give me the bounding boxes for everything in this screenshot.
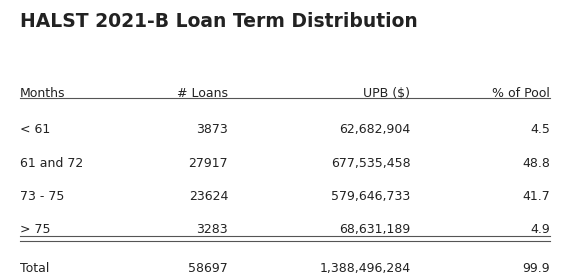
Text: 58697: 58697 [188, 262, 228, 275]
Text: UPB ($): UPB ($) [364, 87, 410, 100]
Text: 4.9: 4.9 [530, 223, 550, 236]
Text: 68,631,189: 68,631,189 [339, 223, 410, 236]
Text: 3873: 3873 [196, 123, 228, 136]
Text: 99.9: 99.9 [523, 262, 550, 275]
Text: 41.7: 41.7 [522, 190, 550, 203]
Text: 1,388,496,284: 1,388,496,284 [319, 262, 410, 275]
Text: 27917: 27917 [188, 157, 228, 170]
Text: HALST 2021-B Loan Term Distribution: HALST 2021-B Loan Term Distribution [20, 12, 418, 32]
Text: 579,646,733: 579,646,733 [331, 190, 410, 203]
Text: 73 - 75: 73 - 75 [20, 190, 64, 203]
Text: 23624: 23624 [189, 190, 228, 203]
Text: 677,535,458: 677,535,458 [331, 157, 410, 170]
Text: 62,682,904: 62,682,904 [339, 123, 410, 136]
Text: < 61: < 61 [20, 123, 50, 136]
Text: 4.5: 4.5 [530, 123, 550, 136]
Text: > 75: > 75 [20, 223, 51, 236]
Text: Total: Total [20, 262, 50, 275]
Text: 61 and 72: 61 and 72 [20, 157, 83, 170]
Text: Months: Months [20, 87, 66, 100]
Text: # Loans: # Loans [177, 87, 228, 100]
Text: 3283: 3283 [197, 223, 228, 236]
Text: 48.8: 48.8 [522, 157, 550, 170]
Text: % of Pool: % of Pool [492, 87, 550, 100]
